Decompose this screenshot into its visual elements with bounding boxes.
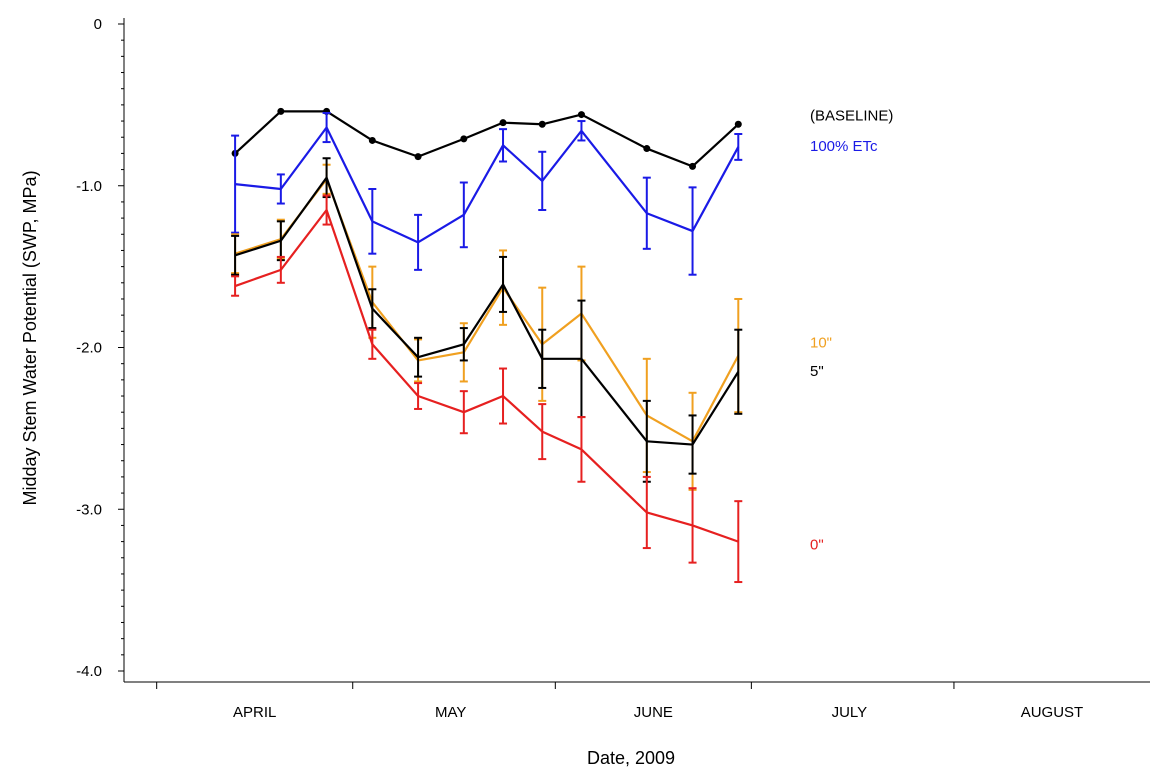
series-1 — [231, 111, 743, 276]
data-point — [499, 119, 507, 127]
axis-ticks: 0 -1.0 -2.0 -3.0 -4.0 APRIL MAY JUNE JULY AUGUST — [76, 16, 1083, 721]
series-label: 100% ETc — [810, 138, 878, 155]
y-tick-label: -2.0 — [76, 340, 102, 357]
series-line — [234, 126, 740, 244]
x-tick-label: APRIL — [233, 704, 276, 721]
series-3 — [231, 157, 743, 483]
axes — [123, 18, 1150, 683]
data-point — [577, 111, 585, 119]
y-tick-label: -4.0 — [76, 663, 102, 680]
x-tick-label: AUGUST — [1021, 704, 1084, 721]
series-label: 5" — [810, 363, 824, 380]
data-point — [643, 145, 651, 153]
y-axis-title: Midday Stem Water Potential (SWP, MPa) — [20, 170, 40, 505]
series-group — [231, 107, 743, 584]
x-tick-label: JUNE — [634, 704, 673, 721]
series-4 — [231, 194, 743, 584]
series-2 — [231, 163, 743, 491]
data-point — [368, 136, 376, 144]
series-labels: (BASELINE) 100% ETc 10" 5" 0" — [810, 107, 893, 553]
data-point — [460, 135, 468, 143]
data-point — [277, 107, 285, 115]
series-label: 0" — [810, 537, 824, 554]
data-point — [734, 120, 742, 128]
y-tick-label: -3.0 — [76, 501, 102, 518]
series-line — [234, 176, 740, 446]
series-0 — [231, 107, 742, 170]
series-line — [234, 208, 739, 543]
x-tick-label: MAY — [435, 704, 466, 721]
data-point — [414, 153, 422, 161]
x-tick-label: JULY — [832, 704, 868, 721]
y-tick-label: 0 — [94, 16, 102, 33]
series-label: (BASELINE) — [810, 107, 893, 124]
series-line — [234, 110, 740, 168]
x-axis-title: Date, 2009 — [587, 748, 675, 768]
data-point — [689, 162, 697, 170]
data-point — [538, 120, 546, 128]
y-tick-label: -1.0 — [76, 178, 102, 195]
series-label: 10" — [810, 335, 832, 352]
